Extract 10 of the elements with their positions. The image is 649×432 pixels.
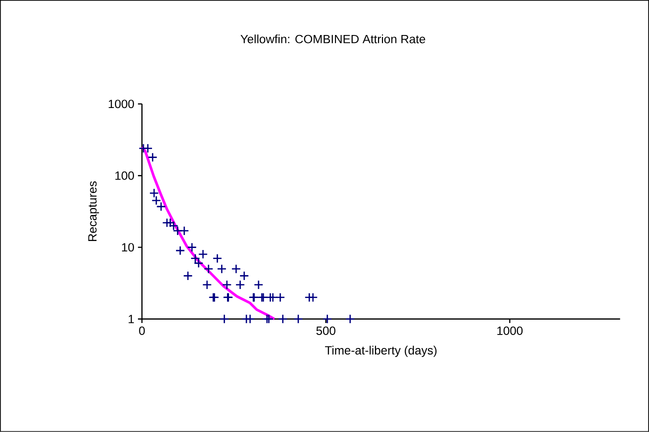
y-tick-label: 1	[128, 314, 134, 324]
x-tick-label: 500	[316, 326, 336, 335]
chart-title: Yellowfin: COMBINED Attrion Rate	[240, 34, 426, 44]
y-tick-label: 100	[115, 171, 134, 180]
y-tick-label: 10	[122, 243, 134, 252]
y-tick-label: 1000	[108, 100, 134, 108]
x-tick-label: 0	[139, 326, 145, 335]
x-tick-label: 1000	[497, 326, 523, 335]
y-axis-title: Recaptures	[88, 181, 100, 242]
x-axis-title: Time-at-liberty (days)	[325, 346, 437, 357]
